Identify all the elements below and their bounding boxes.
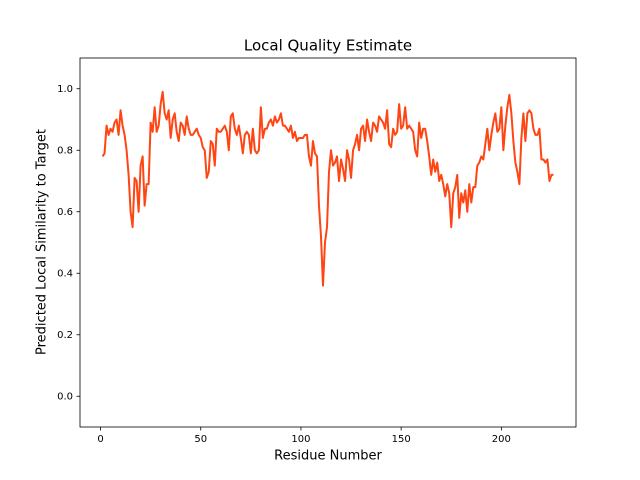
x-tick-label: 100: [291, 434, 310, 445]
y-tick-label: 0.6: [57, 207, 73, 218]
x-axis-label: Residue Number: [274, 449, 382, 464]
x-tick-label: 0: [97, 434, 103, 445]
y-tick-label: 0.8: [57, 145, 73, 156]
x-tick-label: 50: [194, 434, 207, 445]
plot-frame: [79, 57, 577, 428]
y-tick-label: 0.4: [57, 268, 73, 279]
y-tick-label: 1.0: [57, 84, 73, 95]
x-tick-label: 150: [392, 434, 411, 445]
x-tick-label: 200: [492, 434, 511, 445]
y-tick-label: 0.0: [57, 391, 73, 402]
y-tick-label: 0.2: [57, 330, 73, 341]
chart-title: Local Quality Estimate: [244, 37, 412, 55]
y-axis-label: Predicted Local Similarity to Target: [35, 129, 50, 355]
data-line: [101, 90, 554, 287]
